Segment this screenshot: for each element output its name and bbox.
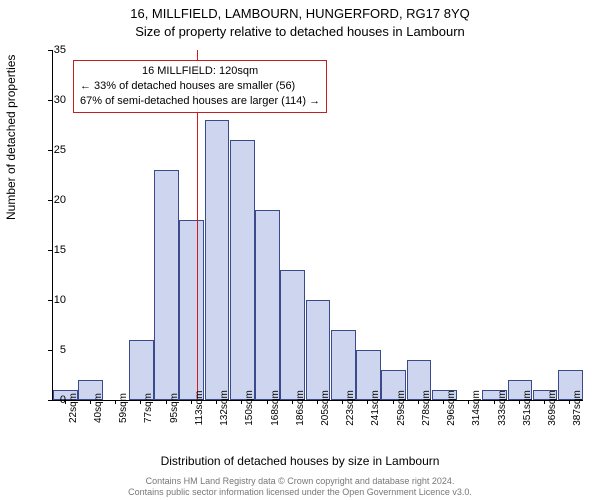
- x-tick-mark: [65, 400, 66, 404]
- y-axis-label: Number of detached properties: [4, 55, 18, 220]
- x-tick-label: 259sqm: [396, 390, 407, 426]
- x-tick-label: 369sqm: [547, 390, 558, 426]
- x-tick-label: 113sqm: [194, 391, 205, 426]
- chart-container: 16, MILLFIELD, LAMBOURN, HUNGERFORD, RG1…: [0, 0, 600, 500]
- annotation-line-2: ← 33% of detached houses are smaller (56…: [80, 79, 320, 94]
- chart-title-sub: Size of property relative to detached ho…: [0, 24, 600, 39]
- x-tick-label: 59sqm: [118, 393, 129, 423]
- histogram-bar: [306, 300, 331, 400]
- x-tick-label: 351sqm: [522, 390, 533, 426]
- x-tick-label: 223sqm: [345, 390, 356, 426]
- histogram-bar: [205, 120, 230, 400]
- x-tick-mark: [90, 400, 91, 404]
- y-tick-mark: [48, 200, 52, 201]
- y-tick-mark: [48, 250, 52, 251]
- x-tick-mark: [115, 400, 116, 404]
- x-tick-mark: [166, 400, 167, 404]
- annotation-box: 16 MILLFIELD: 120sqm← 33% of detached ho…: [73, 60, 327, 113]
- histogram-bar: [230, 140, 255, 400]
- histogram-bar: [179, 220, 204, 400]
- y-tick-mark: [48, 300, 52, 301]
- histogram-bar: [255, 210, 280, 400]
- x-tick-mark: [418, 400, 419, 404]
- footer-line-2: Contains public sector information licen…: [0, 487, 600, 498]
- x-tick-mark: [393, 400, 394, 404]
- footer-attribution: Contains HM Land Registry data © Crown c…: [0, 476, 600, 498]
- footer-line-1: Contains HM Land Registry data © Crown c…: [0, 476, 600, 487]
- y-tick-mark: [48, 350, 52, 351]
- x-tick-mark: [519, 400, 520, 404]
- y-tick-mark: [48, 400, 52, 401]
- x-tick-mark: [267, 400, 268, 404]
- histogram-bar: [154, 170, 179, 400]
- x-tick-mark: [140, 400, 141, 404]
- x-tick-label: 314sqm: [471, 390, 482, 426]
- x-tick-label: 132sqm: [219, 390, 230, 426]
- histogram-bar: [129, 340, 154, 400]
- annotation-line-1: 16 MILLFIELD: 120sqm: [80, 64, 320, 79]
- x-tick-label: 278sqm: [421, 390, 432, 426]
- annotation-line-3: 67% of semi-detached houses are larger (…: [80, 94, 320, 109]
- x-tick-label: 22sqm: [68, 393, 79, 423]
- x-tick-label: 95sqm: [169, 393, 180, 423]
- y-tick-mark: [48, 150, 52, 151]
- x-tick-label: 205sqm: [320, 390, 331, 426]
- x-tick-mark: [569, 400, 570, 404]
- x-tick-mark: [468, 400, 469, 404]
- chart-title-main: 16, MILLFIELD, LAMBOURN, HUNGERFORD, RG1…: [0, 6, 600, 21]
- x-tick-label: 241sqm: [370, 390, 381, 426]
- x-tick-label: 40sqm: [93, 393, 104, 423]
- x-tick-mark: [191, 400, 192, 404]
- x-tick-mark: [443, 400, 444, 404]
- y-tick-mark: [48, 100, 52, 101]
- x-tick-mark: [292, 400, 293, 404]
- x-tick-label: 150sqm: [244, 390, 255, 426]
- x-tick-mark: [216, 400, 217, 404]
- x-tick-label: 387sqm: [572, 390, 583, 426]
- x-tick-label: 186sqm: [295, 390, 306, 426]
- x-axis-label: Distribution of detached houses by size …: [0, 454, 600, 468]
- x-tick-mark: [544, 400, 545, 404]
- x-tick-mark: [494, 400, 495, 404]
- x-tick-label: 168sqm: [270, 390, 281, 426]
- x-tick-label: 77sqm: [143, 393, 154, 423]
- plot-area: 16 MILLFIELD: 120sqm← 33% of detached ho…: [52, 50, 583, 401]
- y-tick-mark: [48, 50, 52, 51]
- x-tick-mark: [367, 400, 368, 404]
- x-tick-mark: [342, 400, 343, 404]
- x-tick-mark: [241, 400, 242, 404]
- histogram-bar: [280, 270, 305, 400]
- x-tick-label: 333sqm: [497, 390, 508, 426]
- x-tick-mark: [317, 400, 318, 404]
- x-tick-label: 296sqm: [446, 390, 457, 426]
